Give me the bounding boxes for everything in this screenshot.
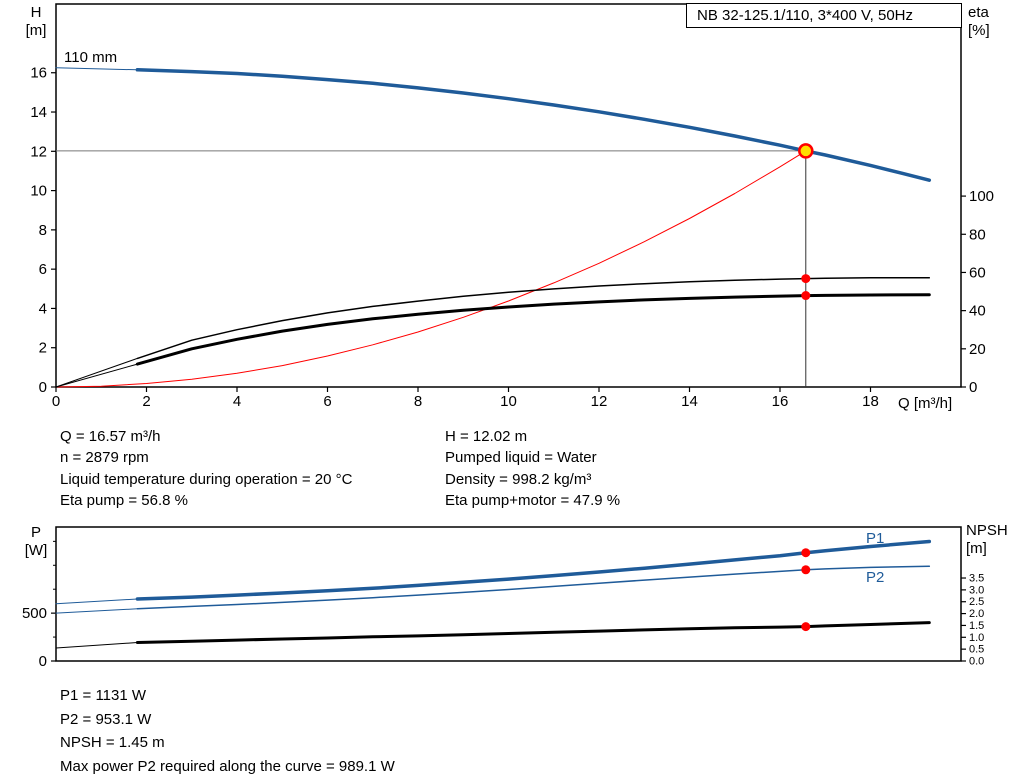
info-density: Density = 998.2 kg/m³ (445, 470, 592, 488)
x-tick-label: 0 (52, 393, 60, 410)
marker-dot (801, 548, 811, 558)
y-right-tick-label: 1.0 (969, 632, 984, 644)
y-left-tick-label: 12 (30, 143, 47, 160)
h-axis-symbol: H (30, 4, 42, 21)
npsh-axis-label: NPSH [m] (966, 522, 1022, 558)
p2-curve (136, 565, 931, 610)
eta-axis-label: eta [%] (968, 4, 1020, 40)
x-tick-label: 2 (142, 393, 150, 410)
pump-title-box: NB 32-125.1/110, 3*400 V, 50Hz (686, 3, 962, 28)
npsh-axis-unit: [m] (966, 540, 987, 557)
result-npsh: NPSH = 1.45 m (60, 734, 165, 751)
result-max-p2: Max power P2 required along the curve = … (60, 757, 395, 775)
x-tick-label: 14 (681, 393, 698, 410)
duty-info-left: Q = 16.57 m³/h n = 2879 rpm Liquid tempe… (60, 426, 352, 512)
marker-dot (801, 622, 811, 632)
npsh-curve (135, 621, 931, 644)
result-p2: P2 = 953.1 W (60, 710, 152, 728)
x-tick-label: 8 (414, 393, 422, 410)
y-left-tick-label: 0 (39, 379, 47, 396)
p1-curve-label: P1 (866, 530, 885, 547)
y-left-tick-label: 0 (39, 653, 47, 670)
system-curve (55, 150, 807, 388)
x-tick-label: 6 (323, 393, 331, 410)
p2-curve-label: P2 (866, 569, 885, 586)
y-right-tick-label: 2.0 (969, 608, 984, 620)
y-left-tick-label: 10 (30, 183, 47, 200)
duty-info-right: H = 12.02 m Pumped liquid = Water Densit… (445, 426, 620, 512)
duty-point[interactable] (798, 143, 814, 159)
x-tick-label: 10 (500, 393, 517, 410)
info-head: H = 12.02 m (445, 428, 528, 445)
marker-dot (801, 274, 811, 284)
plot-frame (55, 3, 962, 388)
y-right-tick-label: 0.5 (969, 644, 984, 656)
y-left-tick-label: 6 (39, 261, 47, 278)
h-axis-label: H [m] (14, 4, 58, 40)
plot-frame (55, 526, 962, 662)
y-right-tick-label: 0 (969, 379, 977, 396)
y-left-tick-label: 2 (39, 340, 47, 357)
y-right-tick-label: 80 (969, 226, 986, 243)
marker-dot (801, 291, 811, 301)
eta-pump-lead (55, 357, 138, 388)
y-right-tick-label: 0.0 (969, 656, 984, 668)
eta-axis-symbol: eta (968, 4, 989, 21)
y-left-tick-label: 8 (39, 222, 47, 239)
power-npsh-chart[interactable]: 0 500 0.00.51.01.52.02.53.03.5 (0, 520, 1024, 675)
y-left-tick-label: 14 (30, 104, 47, 121)
y-right-tick-label: 2.5 (969, 596, 984, 608)
result-values: P1 = 1131 W P2 = 953.1 W NPSH = 1.45 m M… (60, 684, 395, 778)
eta-pump-motor-curve (135, 293, 931, 366)
x-tick-label: 16 (772, 393, 789, 410)
marker-dot (801, 565, 811, 575)
result-p1: P1 = 1131 W (60, 687, 147, 704)
y-right-tick-label: 40 (969, 303, 986, 320)
p1-lead (55, 598, 138, 605)
p-axis-symbol: P (30, 524, 41, 541)
eta-pump-motor-lead (55, 363, 138, 388)
p-axis-unit: [W] (24, 542, 48, 559)
npsh-lead (55, 642, 138, 649)
y-right-tick-label: 3.5 (969, 573, 984, 585)
y-right-tick-label: 100 (969, 188, 994, 205)
q-axis-label: Q [m³/h] (898, 395, 953, 412)
y-left-tick-label: 4 (39, 300, 47, 317)
info-liquid-temperature: Liquid temperature during operation = 20… (60, 470, 353, 488)
eta-pump-curve (136, 277, 931, 360)
y-right-tick-label: 20 (969, 341, 986, 358)
impeller-diameter-label: 110 mm (64, 49, 118, 66)
info-speed: n = 2879 rpm (60, 449, 149, 467)
y-right-tick-label: 1.5 (969, 620, 984, 632)
p2-lead (55, 608, 138, 614)
info-eta-pump: Eta pump = 56.8 % (60, 492, 188, 510)
y-right-tick-label: 3.0 (969, 584, 984, 596)
eta-axis-unit: [%] (968, 22, 990, 39)
x-tick-label: 12 (591, 393, 608, 410)
x-tick-label: 4 (233, 393, 241, 410)
p-axis-label: P [W] (14, 524, 58, 560)
y-right-tick-label: 60 (969, 264, 986, 281)
y-left-tick-label: 16 (30, 65, 47, 82)
h-axis-unit: [m] (25, 22, 47, 39)
info-eta-pump-motor: Eta pump+motor = 47.9 % (445, 492, 621, 510)
hq-eta-chart[interactable]: 0 2 4 6 8 10 12 14 16 18 0 2 4 6 8 10 12 14 16 0 20 40 60 80 100 (0, 0, 1024, 415)
x-tick-label: 18 (862, 393, 879, 410)
y-left-tick-label: 500 (22, 605, 47, 622)
head-curve (135, 68, 932, 182)
npsh-axis-symbol: NPSH (966, 522, 1008, 539)
head-curve-lead (55, 67, 138, 71)
info-pumped-liquid: Pumped liquid = Water (445, 449, 597, 467)
info-flow: Q = 16.57 m³/h (60, 428, 161, 445)
